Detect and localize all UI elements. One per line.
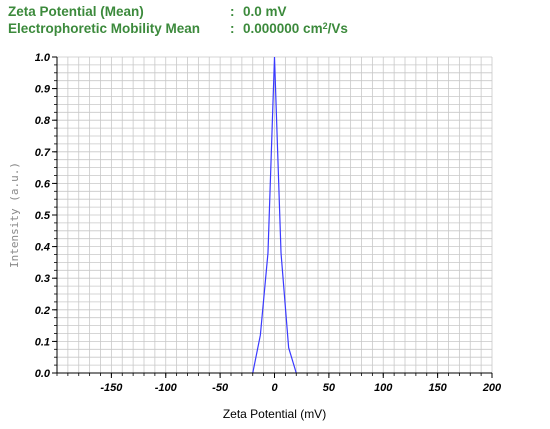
- x-tick-label: -150: [100, 382, 123, 394]
- y-tick-label: 0.5: [35, 210, 51, 222]
- chart-ticks: 0.0 0.1 0.2 0.3 0.4 0.5 0.6 0.7 0.8 0.9 1.0 -150 -10…: [35, 52, 502, 394]
- zeta-potential-colon: :: [230, 4, 235, 19]
- mobility-label: Electrophoretic Mobility Mean: [8, 21, 201, 36]
- y-tick-label: 1.0: [35, 52, 51, 64]
- x-axis-label: Zeta Potential (mV): [223, 407, 326, 421]
- mobility-value: 0.000000 cm: [243, 21, 323, 36]
- x-tick-label: 100: [374, 382, 393, 394]
- zeta-potential-value: 0.0 mV: [243, 4, 287, 19]
- y-tick-label: 0.6: [35, 178, 51, 190]
- y-tick-label: 0.3: [35, 273, 50, 285]
- chart-series: [252, 56, 297, 374]
- y-tick-label: 0.4: [35, 242, 50, 254]
- y-tick-label: 0.0: [35, 368, 51, 380]
- y-tick-label: 0.8: [35, 115, 51, 127]
- chart-grid: [56, 56, 493, 374]
- intensity-series-line: [252, 56, 297, 374]
- y-tick-label: 0.2: [35, 305, 50, 317]
- mobility-unit: /Vs: [327, 21, 348, 36]
- x-tick-label: 200: [482, 382, 502, 394]
- mobility-colon: :: [230, 21, 235, 36]
- mobility-value-group: 0.000000 cm2/Vs: [243, 21, 348, 36]
- mobility-unit-superscript: 2: [322, 21, 328, 31]
- zeta-potential-label: Zeta Potential (Mean): [8, 4, 144, 19]
- chart-axes: [56, 57, 492, 374]
- y-axis-label: Intensity (a.u.): [8, 162, 21, 268]
- y-tick-label: 0.7: [35, 147, 51, 159]
- y-tick-label: 0.9: [35, 84, 51, 96]
- x-tick-label: 50: [323, 382, 336, 394]
- x-tick-label: 150: [428, 382, 447, 394]
- x-tick-label: -50: [212, 382, 229, 394]
- x-tick-label: 0: [271, 382, 278, 394]
- y-tick-label: 0.1: [35, 336, 50, 348]
- x-tick-label: -100: [155, 382, 178, 394]
